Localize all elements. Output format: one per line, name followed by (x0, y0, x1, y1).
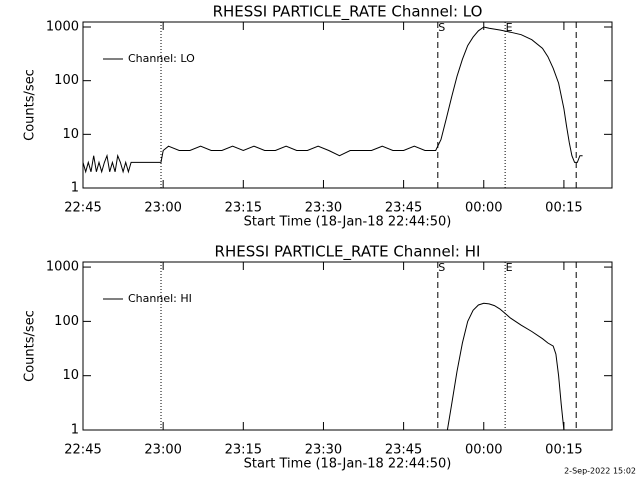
x-tick-label: 23:00 (144, 201, 181, 216)
x-tick-label: 22:45 (64, 443, 101, 458)
x-axis-label: Start Time (18-Jan-18 22:44:50) (244, 457, 452, 472)
footer-date: 2-Sep-2022 15:02 (564, 467, 636, 476)
y-tick-label: 1000 (46, 260, 79, 275)
legend-label: Channel: LO (128, 52, 195, 65)
y-axis-label: Counts/sec (23, 69, 38, 141)
chart-title: RHESSI PARTICLE_RATE Channel: LO (213, 3, 483, 22)
y-tick-label: 1 (71, 423, 79, 438)
x-tick-label: 00:15 (545, 201, 582, 216)
time-marker-label: S (438, 261, 445, 274)
time-marker-label: S (438, 21, 445, 34)
y-tick-label: 100 (54, 73, 79, 88)
x-tick-label: 23:15 (225, 201, 262, 216)
x-tick-label: 23:45 (385, 201, 422, 216)
x-tick-label: 23:45 (385, 443, 422, 458)
x-tick-label: 00:00 (465, 443, 502, 458)
y-tick-label: 100 (54, 314, 79, 329)
data-line (446, 302, 565, 431)
x-tick-label: 23:30 (305, 443, 342, 458)
y-tick-label: 1000 (46, 20, 79, 35)
data-line (82, 26, 583, 174)
y-tick-label: 10 (62, 127, 79, 142)
chart-title: RHESSI PARTICLE_RATE Channel: HI (215, 243, 481, 262)
x-tick-label: 00:00 (465, 201, 502, 216)
plot-frame (82, 261, 613, 431)
plot-frame (82, 21, 613, 189)
x-tick-label: 00:15 (545, 443, 582, 458)
x-tick-label: 23:30 (305, 201, 342, 216)
y-axis-label: Counts/sec (23, 310, 38, 382)
y-tick-label: 10 (62, 368, 79, 383)
x-tick-label: 23:15 (225, 443, 262, 458)
x-tick-label: 22:45 (64, 201, 101, 216)
x-axis-label: Start Time (18-Jan-18 22:44:50) (244, 215, 452, 230)
time-marker-label: E (506, 21, 513, 34)
y-tick-label: 1 (71, 181, 79, 196)
legend-label: Channel: HI (128, 292, 192, 305)
time-marker-label: E (506, 261, 513, 274)
x-tick-label: 23:00 (144, 443, 181, 458)
